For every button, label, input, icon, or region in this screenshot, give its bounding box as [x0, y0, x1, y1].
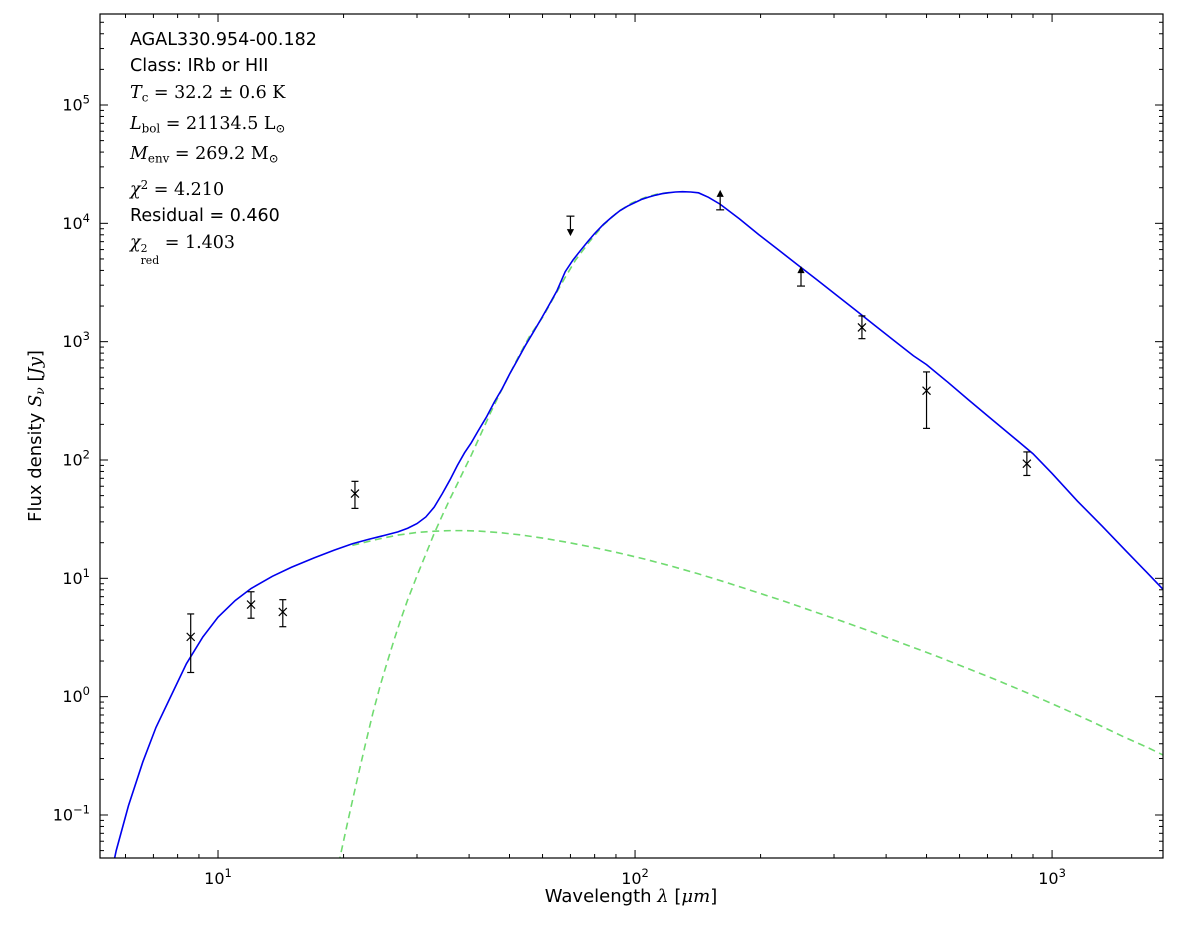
- data-points: [186, 189, 1032, 674]
- x-marker: [278, 607, 288, 617]
- annotation-envelope-mass: Menv = 269.2 M⊙: [130, 144, 279, 166]
- x-marker: [246, 600, 256, 609]
- axis-ticks: [100, 14, 1163, 858]
- up-arrow-icon: [797, 266, 805, 274]
- x-axis-label: Wavelength λ [μm]: [544, 886, 718, 907]
- cold-envelope-component-curve: [339, 191, 673, 858]
- annotation-reduced-chi-squared: χ 2 red = 1.403: [130, 232, 236, 267]
- y-axis-label: Flux density Sν [Jy]: [24, 350, 48, 522]
- stacked-script: 2 red: [140, 242, 160, 267]
- annotation-chi-squared: χ2 = 4.210: [130, 178, 225, 200]
- annotation-source-class: Class: IRb or HII: [130, 56, 269, 77]
- x-marker: [350, 489, 360, 499]
- annotation-residual: Residual = 0.460: [130, 206, 280, 227]
- axes-frame: [99, 13, 1164, 859]
- annotation-block: AGAL330.954-00.182 Class: IRb or HII Tc = …: [130, 27, 317, 266]
- annotation-source-name: AGAL330.954-00.182: [130, 30, 317, 50]
- x-marker: [1022, 459, 1032, 469]
- annotation-dust-temperature: Tc = 32.2 ± 0.6 K: [130, 82, 286, 105]
- up-arrow-icon: [716, 189, 724, 197]
- model-curves: [113, 190, 1163, 858]
- x-marker: [857, 322, 867, 332]
- x-marker: [922, 386, 931, 396]
- warm-component-curve: [352, 529, 1163, 756]
- x-marker: [186, 632, 196, 642]
- model-total-curve: [113, 190, 1163, 858]
- annotation-bolometric-luminosity: Lbol = 21134.5 L⊙: [130, 113, 286, 135]
- down-arrow-icon: [566, 229, 575, 237]
